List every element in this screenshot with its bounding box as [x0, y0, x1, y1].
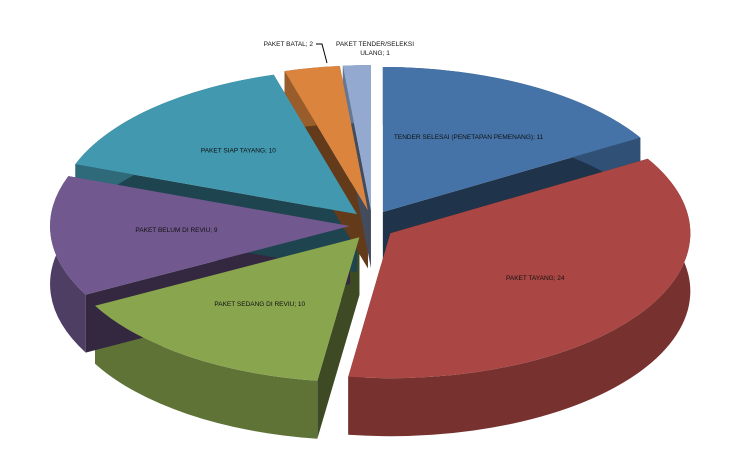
data-label: PAKET BATAL; 2: [264, 41, 314, 48]
slice-0: [382, 67, 641, 213]
slice-outer-side: [95, 305, 318, 439]
slice-5: [284, 66, 368, 211]
data-label: ULANG; 1: [360, 50, 390, 57]
slice-outer-side: [348, 158, 691, 437]
slice-1: [348, 158, 691, 379]
slice-6: [342, 65, 371, 211]
data-label: PAKET BELUM DI REVIU; 9: [135, 227, 218, 234]
data-label: PAKET SEDANG DI REVIU; 10: [214, 301, 305, 308]
slice-2: [95, 237, 360, 381]
data-labels: TENDER SELESAI (PENETAPAN PEMENANG); 11 P…: [135, 41, 565, 308]
slice-tops: [50, 65, 691, 381]
data-label: PAKET SIAP TAYANG; 10: [201, 148, 276, 155]
leader-line: [316, 43, 328, 64]
slice-4: [75, 74, 358, 215]
data-label: PAKET TAYANG; 24: [506, 275, 565, 282]
data-label: PAKET TENDER/SELEKSI: [336, 41, 414, 48]
data-label: TENDER SELESAI (PENETAPAN PEMENANG); 11: [394, 134, 544, 141]
slice-3: [50, 176, 351, 295]
